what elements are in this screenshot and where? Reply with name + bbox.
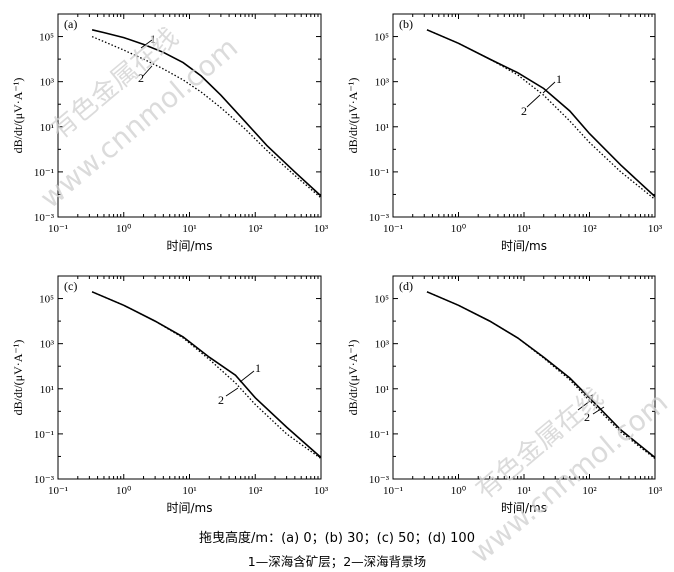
panel-b-xtick-label: 10³: [648, 223, 663, 235]
panel-d-ytick-label: 10³: [375, 339, 390, 351]
panel-a-ytick-label: 10⁻¹: [34, 167, 54, 179]
panel-c-ytick-label: 10¹: [40, 384, 54, 396]
panel-d-curve-label-leader: [577, 400, 591, 411]
panel-d-label: (d): [399, 279, 413, 293]
panel-b-label: (b): [399, 17, 413, 31]
panel-c-curve-label-leader: [225, 387, 239, 397]
panel-c-x-axis-label: 时间/ms: [167, 501, 213, 515]
panel-d-xtick-label: 10³: [648, 485, 663, 497]
panel-b-curve-label-leader: [526, 94, 541, 108]
panel-d-ytick-label: 10⁻³: [369, 474, 390, 486]
panel-b-ytick-label: 10⁵: [374, 32, 389, 44]
panel-a-y-axis-label: dB/dt/(μV·A⁻¹): [11, 78, 25, 154]
panel-a-xtick-label: 10³: [314, 223, 329, 235]
panel-b-ytick-label: 10⁻¹: [369, 167, 389, 179]
panel-b-x-axis-label: 时间/ms: [501, 239, 547, 253]
panel-c-series-1-line: [91, 291, 322, 459]
panel-d-ytick-label: 10¹: [375, 384, 389, 396]
figure-caption-legend: 1—深海含矿层；2—深海背景场: [247, 554, 427, 569]
panel-c-curve-label-leader: [239, 370, 255, 383]
panel-d-y-axis-label: dB/dt/(μV·A⁻¹): [346, 340, 360, 416]
panel-c-ytick-label: 10⁵: [39, 294, 54, 306]
panel-b-curve-label-leader: [542, 81, 556, 94]
panel-a-ytick-label: 10⁻³: [34, 212, 55, 224]
panel-a-x-axis-label: 时间/ms: [167, 239, 213, 253]
panel-c-xtick-label: 10³: [314, 485, 329, 497]
panel-b-curve-label-1: 1: [556, 72, 562, 86]
panel-c-ytick-label: 10⁻¹: [34, 429, 54, 441]
panel-b-series-2-line: [426, 29, 656, 200]
panel-b-y-axis-label: dB/dt/(μV·A⁻¹): [346, 78, 360, 154]
panel-c-xtick-label: 10²: [248, 485, 263, 497]
figure-caption-heights: 拖曳高度/m：(a) 0；(b) 30；(c) 50；(d) 100: [199, 531, 475, 546]
panel-d-x-axis-label: 时间/ms: [501, 501, 547, 515]
panel-c-series-2-line: [91, 291, 322, 460]
panel-c-frame: [57, 275, 322, 480]
panel-a-ytick-label: 10³: [40, 77, 55, 89]
panel-a-label: (a): [64, 17, 77, 31]
panel-b-ytick-label: 10⁻³: [369, 212, 390, 224]
panel-a-curve-label-1: 1: [150, 32, 156, 46]
panel-d-xtick-label: 10²: [582, 485, 597, 497]
panel-a-curve-label-leader: [140, 39, 153, 49]
panel-a-series-1-line: [91, 29, 322, 197]
panel-d-curve-label-2: 2: [584, 410, 590, 424]
panel-a-ytick-label: 10¹: [40, 122, 54, 134]
panel-d-xtick-label: 10¹: [517, 485, 531, 497]
panel-b-xtick-label: 10¹: [517, 223, 531, 235]
panel-c-y-axis-label: dB/dt/(μV·A⁻¹): [11, 340, 25, 416]
panel-d-curve-label-1: 1: [589, 391, 595, 405]
panel-c-xtick-label: 10⁻¹: [48, 485, 68, 497]
panel-c-xtick-label: 10⁰: [116, 485, 132, 497]
panel-c-ytick-label: 10³: [40, 339, 55, 351]
panel-a-curve-label-2: 2: [138, 71, 144, 85]
panel-c-curve-label-2: 2: [218, 393, 224, 407]
panel-c-xtick-label: 10¹: [182, 485, 196, 497]
panel-a-xtick-label: 10⁰: [116, 223, 132, 235]
panel-a-xtick-label: 10²: [248, 223, 263, 235]
panel-a-xtick-label: 10¹: [182, 223, 196, 235]
panel-d-ytick-label: 10⁵: [374, 294, 389, 306]
panel-a-ytick-label: 10⁵: [39, 32, 54, 44]
panel-a-curve-label-leader: [142, 65, 153, 77]
panel-c-label: (c): [64, 279, 77, 293]
panel-d-xtick-label: 10⁻¹: [383, 485, 403, 497]
panel-c-curve-label-1: 1: [255, 361, 261, 375]
panel-a-xtick-label: 10⁻¹: [48, 223, 68, 235]
panel-c-ytick-label: 10⁻³: [34, 474, 55, 486]
panel-b-xtick-label: 10⁻¹: [383, 223, 403, 235]
panel-d-series-2-line: [426, 291, 656, 460]
panel-d-xtick-label: 10⁰: [451, 485, 467, 497]
panel-b-ytick-label: 10¹: [375, 122, 389, 134]
panel-b-ytick-label: 10³: [375, 77, 390, 89]
panel-d-ytick-label: 10⁻¹: [369, 429, 389, 441]
panel-b-xtick-label: 10²: [582, 223, 597, 235]
panel-b-xtick-label: 10⁰: [451, 223, 467, 235]
panel-d-curve-label-leader: [592, 406, 605, 415]
panel-b-curve-label-2: 2: [521, 104, 527, 118]
